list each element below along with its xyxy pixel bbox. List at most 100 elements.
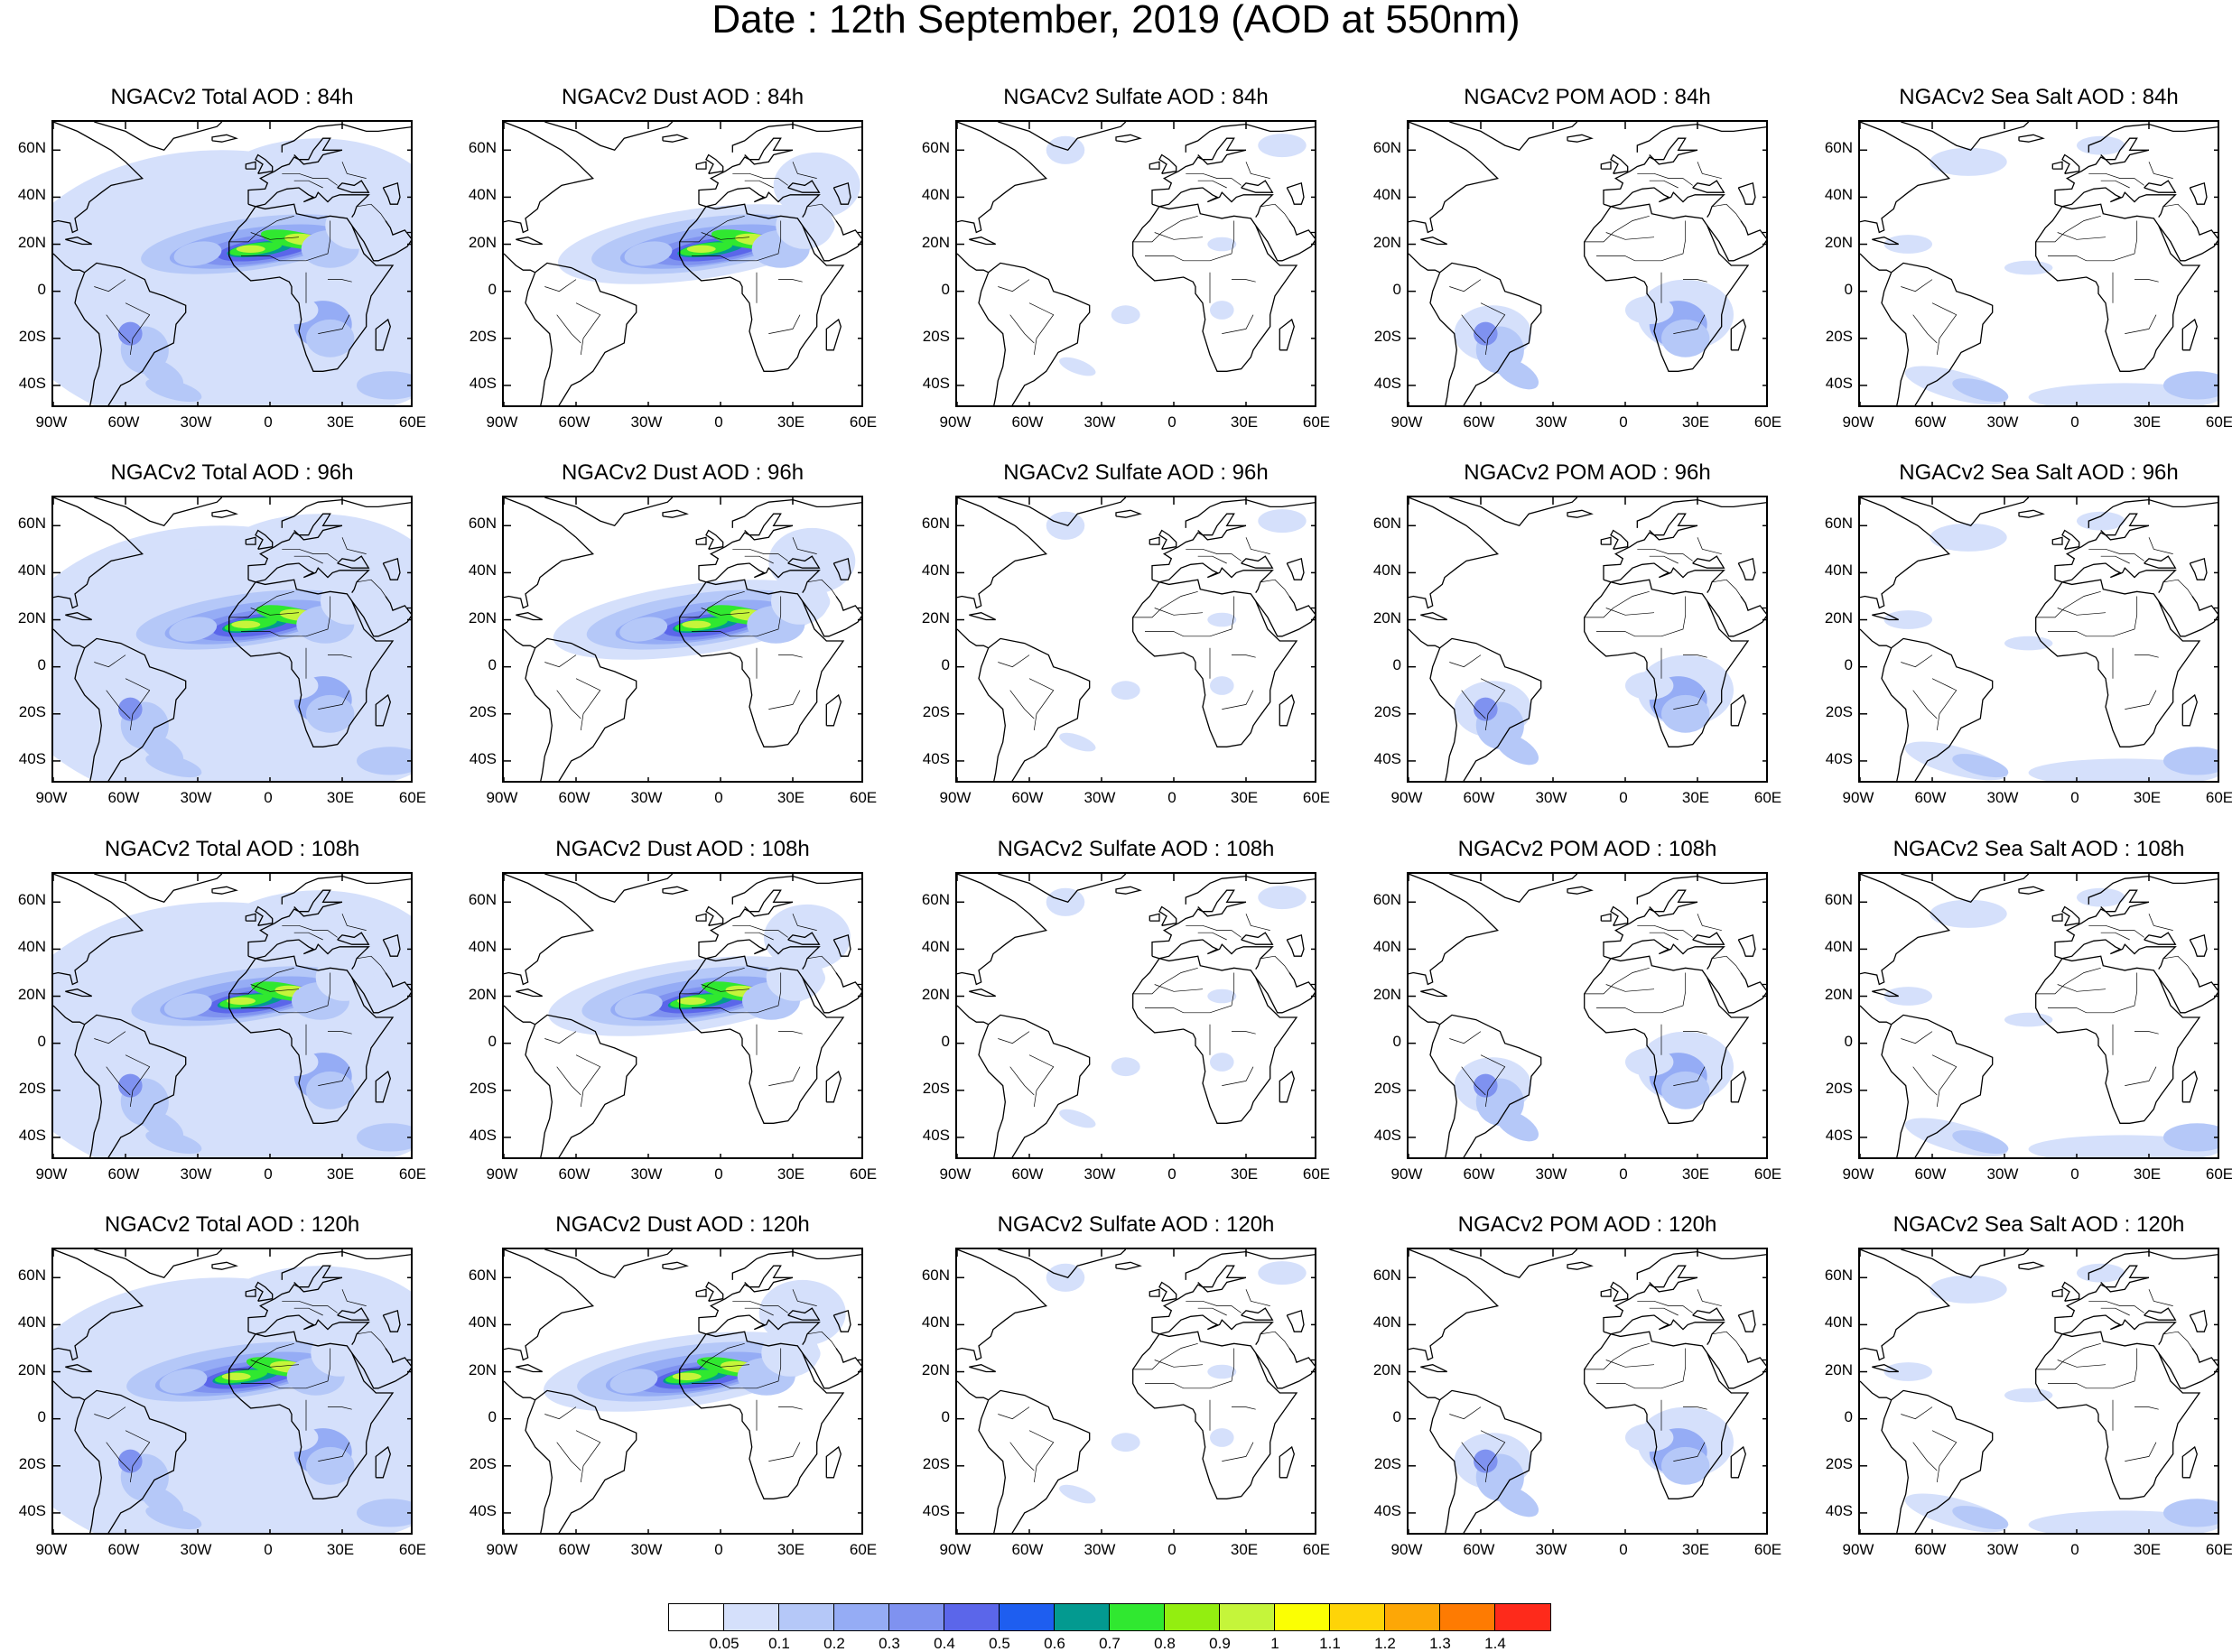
country-border [293,180,323,189]
coastline [1449,874,1578,904]
coastline [2088,875,2218,905]
lon-label: 30W [1535,1165,1567,1183]
coastline [1692,180,1725,193]
coastline [1901,1249,2030,1279]
coastline [504,122,595,234]
country-border [250,232,300,240]
country-border [1697,162,1722,179]
panel-title: NGACv2 Dust AOD : 108h [555,837,810,861]
coastline [802,220,861,262]
coastline [2035,1331,2201,1499]
lon-label: 90W [486,1165,518,1183]
coastline [698,562,821,593]
coastline [787,555,821,569]
coastline [957,1380,989,1401]
lat-label: 20S [1825,1079,1853,1097]
country-border [106,690,131,719]
coastline [957,1249,1048,1361]
panel-title: NGACv2 Sea Salt AOD : 96h [1899,460,2179,485]
aod-contour [1258,1261,1307,1285]
coastline [247,187,370,218]
colorbar-tick-label: 1.4 [1484,1635,1506,1652]
aod-contour [2077,135,2125,155]
coastline [695,913,707,922]
coastline [382,1309,401,1332]
lon-label: 0 [2070,1165,2079,1183]
coastline [1409,122,1500,234]
coastline [1151,562,1274,593]
coastline [1881,1024,1909,1157]
lon-label: 30E [2133,1165,2162,1183]
country-border [1697,1289,1722,1306]
colorbar-tick-label: 0.4 [934,1635,955,1652]
aod-contour [1210,1053,1234,1072]
country-border [1449,279,1482,292]
country-border [998,279,1030,292]
lon-label: 0 [264,789,273,806]
coastline [247,1276,343,1332]
country-border [1461,1442,1486,1471]
aod-contour [1474,1073,1498,1098]
colorbar-tick-label: 1.2 [1374,1635,1396,1652]
country-border [2134,1031,2159,1035]
coastline [2088,1250,2218,1280]
coastline [53,122,144,234]
coastline [375,1445,391,1479]
lat-label: 0 [941,1032,950,1050]
coastline [1185,123,1315,153]
lat-label: 40S [469,1126,497,1144]
aod-contour [1207,237,1237,252]
aod-contour [1494,1485,1539,1517]
country-border [1637,172,1693,186]
aod-contour [118,697,143,721]
country-border [1673,1442,1706,1462]
coastline [2181,1445,2198,1479]
coastline [247,1314,370,1345]
lat-label: 40S [18,374,46,392]
country-border [1145,1348,1235,1389]
panel-title: NGACv2 Sea Salt AOD : 84h [1899,85,2179,109]
colorbar-tick-label: 0.6 [1044,1635,1065,1652]
coastline [705,529,724,550]
country-border [1596,1348,1687,1389]
lat-label: 40N [1372,938,1401,956]
coastline [504,253,535,274]
lon-label: 60W [1011,413,1044,431]
country-border [701,232,750,240]
coastline [351,972,411,1014]
lon-label: 30E [326,1541,355,1558]
country-border [250,608,300,616]
lat-label: 40S [1373,1126,1401,1144]
aod-contour [2077,1263,2125,1283]
coastline [2054,524,2150,580]
lon-label: 90W [35,1165,68,1183]
lon-label: 60E [1302,789,1331,806]
country-border [1649,180,1679,189]
coastline [1132,1331,1298,1499]
country-border [544,279,577,292]
lon-label: 90W [1842,1165,1874,1183]
coastline [382,181,401,205]
lon-label: 30W [180,789,212,806]
lat-label: 40N [17,1313,46,1332]
lon-label: 90W [35,413,68,431]
lon-label: 60W [1011,789,1044,806]
country-border [1637,1300,1693,1313]
coastline [978,1024,1006,1157]
coastline [2018,1261,2045,1270]
lat-label: 0 [488,655,497,673]
country-border [1245,537,1270,554]
coastline [1730,1445,1746,1479]
country-border [792,914,817,931]
lon-label: 60E [849,413,878,431]
country-border [241,220,331,262]
lat-label: 40S [1825,1501,1853,1519]
coastline [1860,1249,1951,1361]
country-border [228,1342,294,1370]
colorbar-tick-label: 0.1 [768,1635,790,1652]
coastline [1151,187,1274,218]
coastline [544,497,674,527]
lat-label: 40N [1824,938,1853,956]
aod-contour [318,527,405,594]
colorbar-tick-label: 1.1 [1319,1635,1341,1652]
